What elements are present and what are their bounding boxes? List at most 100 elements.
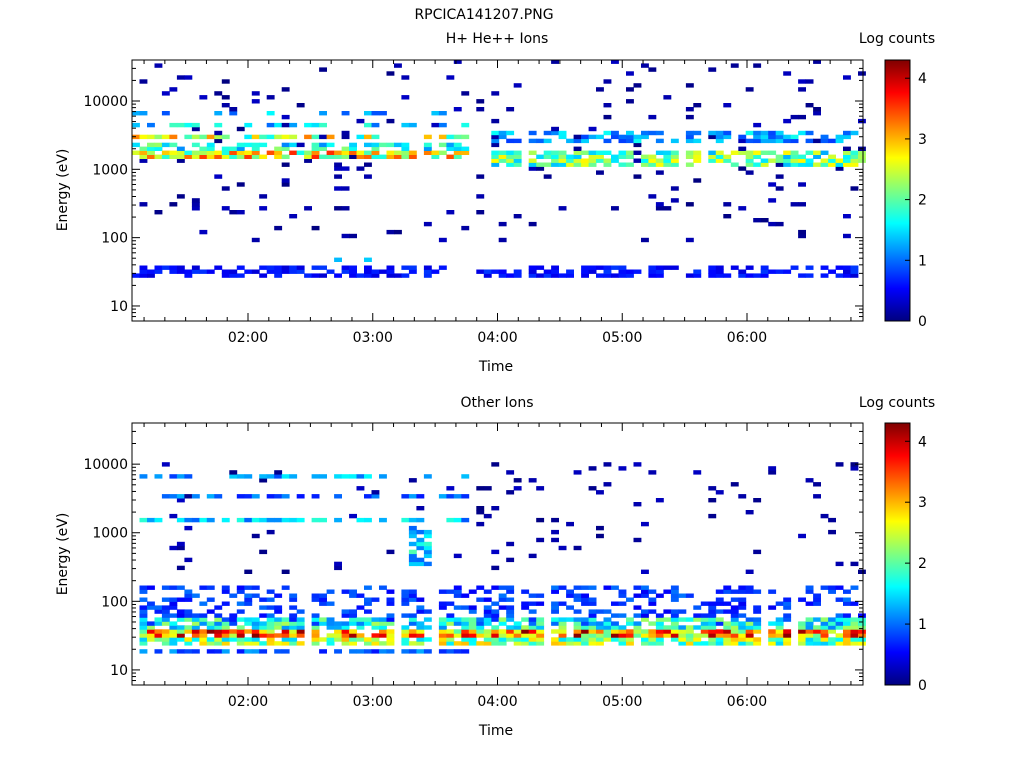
heatmap-cell	[626, 621, 634, 626]
heatmap-cell	[648, 194, 657, 199]
heatmap-cell	[289, 637, 298, 642]
heatmap-cell	[506, 162, 515, 167]
heatmap-cell	[581, 265, 589, 270]
heatmap-cell	[655, 273, 664, 278]
heatmap-cell	[379, 111, 387, 116]
heatmap-cell	[139, 146, 148, 151]
heatmap-cell	[139, 629, 148, 634]
heatmap-cell	[161, 91, 170, 96]
heatmap-cell	[191, 134, 200, 140]
heatmap-cell	[843, 146, 851, 151]
heatmap-cell	[176, 637, 185, 642]
heatmap-cell	[356, 517, 365, 523]
heatmap-cell	[775, 138, 784, 144]
heatmap-cell	[506, 613, 515, 618]
heatmap-cell	[528, 221, 537, 227]
heatmap-cell	[491, 617, 500, 622]
heatmap-cell	[626, 138, 634, 144]
heatmap-cell	[723, 585, 732, 590]
heatmap-cell	[708, 498, 717, 503]
heatmap-cell	[244, 601, 253, 606]
heatmap-cell	[184, 474, 193, 479]
heatmap-cell	[835, 613, 844, 618]
heatmap-cell	[708, 613, 717, 618]
heatmap-cell	[461, 605, 470, 610]
heatmap-cell	[708, 621, 717, 626]
heatmap-cell	[813, 494, 821, 499]
heatmap-cell	[558, 150, 567, 155]
heatmap-cell	[334, 637, 342, 642]
heatmap-cell	[715, 621, 724, 626]
heatmap-cell	[147, 146, 155, 151]
heatmap-cell	[139, 633, 148, 638]
heatmap-cell	[835, 138, 844, 144]
heatmap-cell	[753, 605, 762, 610]
heatmap-cell	[281, 265, 290, 270]
heatmap-cell	[603, 158, 612, 163]
heatmap-cell	[169, 605, 178, 610]
heatmap-cell	[199, 629, 208, 634]
heatmap-cell	[446, 617, 455, 622]
heatmap-cell	[693, 605, 702, 610]
heatmap-cell	[730, 609, 739, 614]
heatmap-cell	[453, 585, 462, 590]
heatmap-cell	[783, 641, 792, 646]
heatmap-cell	[715, 150, 724, 155]
heatmap-cell	[408, 269, 417, 274]
heatmap-cell	[341, 130, 350, 136]
heatmap-cell	[244, 134, 253, 140]
heatmap-cell	[566, 273, 574, 278]
figure-title: RPCICA141207.PNG	[414, 7, 553, 23]
heatmap-cell	[850, 621, 859, 626]
heatmap-cell	[536, 629, 545, 634]
heatmap-cell	[708, 629, 717, 634]
heatmap-cell	[244, 150, 253, 155]
heatmap-cell	[670, 154, 679, 159]
heatmap-cell	[618, 162, 627, 167]
heatmap-cell	[603, 138, 612, 144]
heatmap-cell	[169, 621, 178, 626]
heatmap-cell	[274, 593, 283, 598]
heatmap-cell	[835, 158, 844, 163]
heatmap-cell	[828, 162, 836, 167]
heatmap-cell	[745, 158, 754, 163]
heatmap-cell	[566, 138, 574, 144]
heatmap-cell	[259, 625, 268, 630]
heatmap-cell	[506, 617, 515, 622]
heatmap-cell	[356, 118, 365, 124]
heatmap-cell	[670, 617, 679, 622]
heatmap-cell	[408, 529, 417, 535]
heatmap-cell	[386, 71, 395, 76]
heatmap-cell	[498, 617, 507, 622]
heatmap-cell	[685, 150, 694, 155]
heatmap-cell	[259, 613, 268, 618]
heatmap-cell	[528, 629, 537, 634]
heatmap-cell	[670, 150, 679, 155]
heatmap-cell	[536, 154, 545, 159]
heatmap-cell	[820, 633, 829, 638]
heatmap-cell	[147, 637, 155, 642]
heatmap-cell	[461, 494, 470, 499]
heatmap-cell	[199, 621, 208, 626]
heatmap-cell	[453, 134, 462, 140]
heatmap-cell	[326, 625, 335, 630]
heatmap-cell	[191, 206, 200, 211]
heatmap-cell	[528, 162, 537, 167]
heatmap-cell	[139, 649, 148, 654]
heatmap-cell	[798, 229, 806, 235]
heatmap-cell	[199, 613, 208, 618]
heatmap-cell	[528, 265, 537, 270]
heatmap-cell	[521, 625, 530, 630]
heatmap-cell	[476, 617, 485, 622]
heatmap-cell	[438, 265, 447, 270]
heatmap-cell	[438, 633, 447, 638]
heatmap-cell	[491, 134, 500, 140]
heatmap-cell	[221, 585, 230, 590]
heatmap-cell	[154, 633, 163, 638]
heatmap-cell	[281, 633, 290, 638]
heatmap-cell	[588, 641, 597, 646]
heatmap-cell	[843, 629, 851, 634]
heatmap-cell	[446, 517, 455, 523]
heatmap-cell	[573, 158, 582, 163]
colorbar-label: Log counts	[859, 395, 935, 411]
